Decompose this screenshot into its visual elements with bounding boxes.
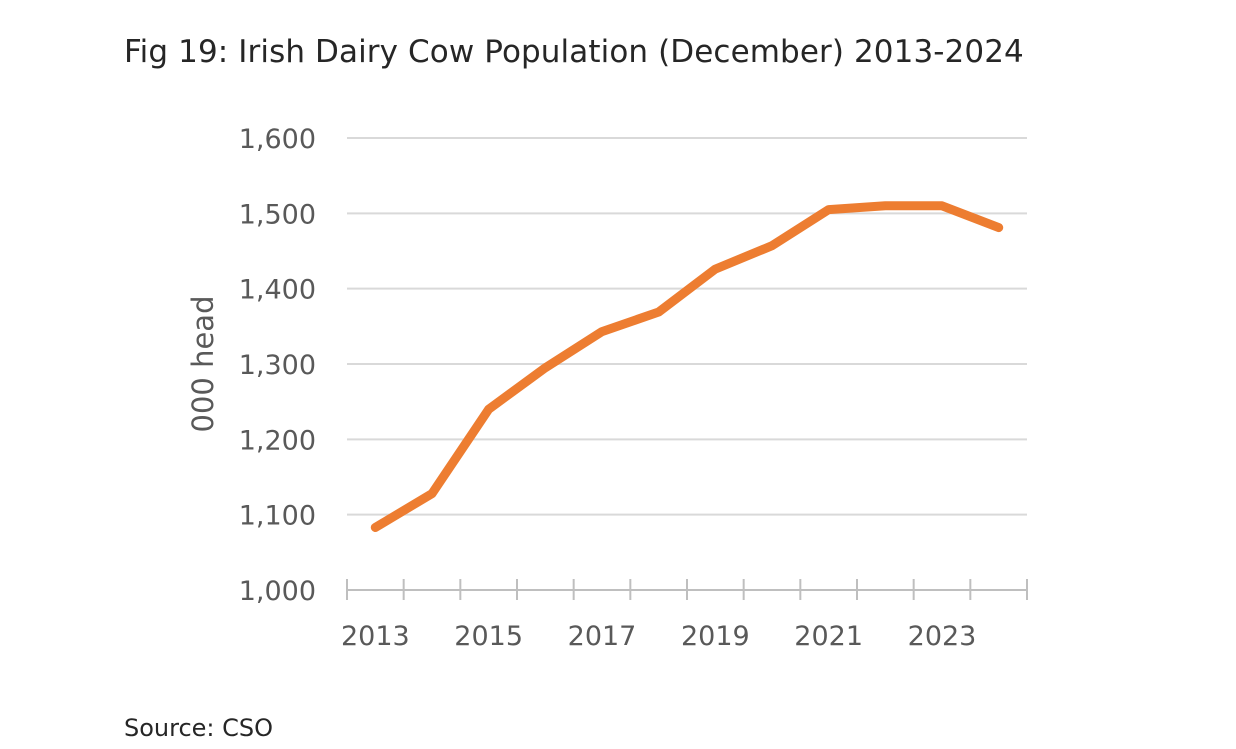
data-point [431, 493, 433, 495]
y-tick-label: 1,400 [239, 275, 316, 306]
data-point [658, 311, 660, 313]
x-tick-label: 2021 [794, 621, 863, 652]
x-axis [346, 579, 1028, 600]
data-point [488, 408, 490, 410]
chart-title: Fig 19: Irish Dairy Cow Population (Dece… [124, 34, 1024, 70]
series-layer [370, 201, 1004, 532]
x-tick-label: 2019 [681, 621, 750, 652]
data-point [998, 227, 1000, 229]
data-point [771, 245, 773, 247]
data-point [828, 209, 830, 211]
y-tick-label: 1,500 [239, 199, 316, 230]
data-point [544, 367, 546, 369]
x-tick-label: 2015 [454, 621, 523, 652]
data-point [941, 205, 943, 207]
y-tick-label: 1,000 [239, 576, 316, 607]
x-tick-label: 2023 [908, 621, 977, 652]
y-tick-label: 1,300 [239, 350, 316, 381]
source-note: Source: CSO [124, 714, 274, 742]
data-point [714, 268, 716, 270]
x-tick-label: 2013 [341, 621, 410, 652]
y-axis-title: 000 head [186, 296, 220, 433]
y-tick-label: 1,100 [239, 501, 316, 532]
y-axis-tick-labels: 1,000 1,100 1,200 1,300 1,400 1,500 1,600 [239, 124, 316, 607]
y-tick-label: 1,600 [239, 124, 316, 155]
data-point [884, 205, 886, 207]
x-axis-tick-labels: 2013 2015 2017 2019 2021 2023 [341, 621, 976, 652]
series-line [370, 201, 1004, 532]
data-point [374, 526, 376, 528]
x-tick-label: 2017 [568, 621, 637, 652]
gridlines [347, 137, 1027, 516]
y-tick-label: 1,200 [239, 425, 316, 456]
data-point [601, 331, 603, 333]
